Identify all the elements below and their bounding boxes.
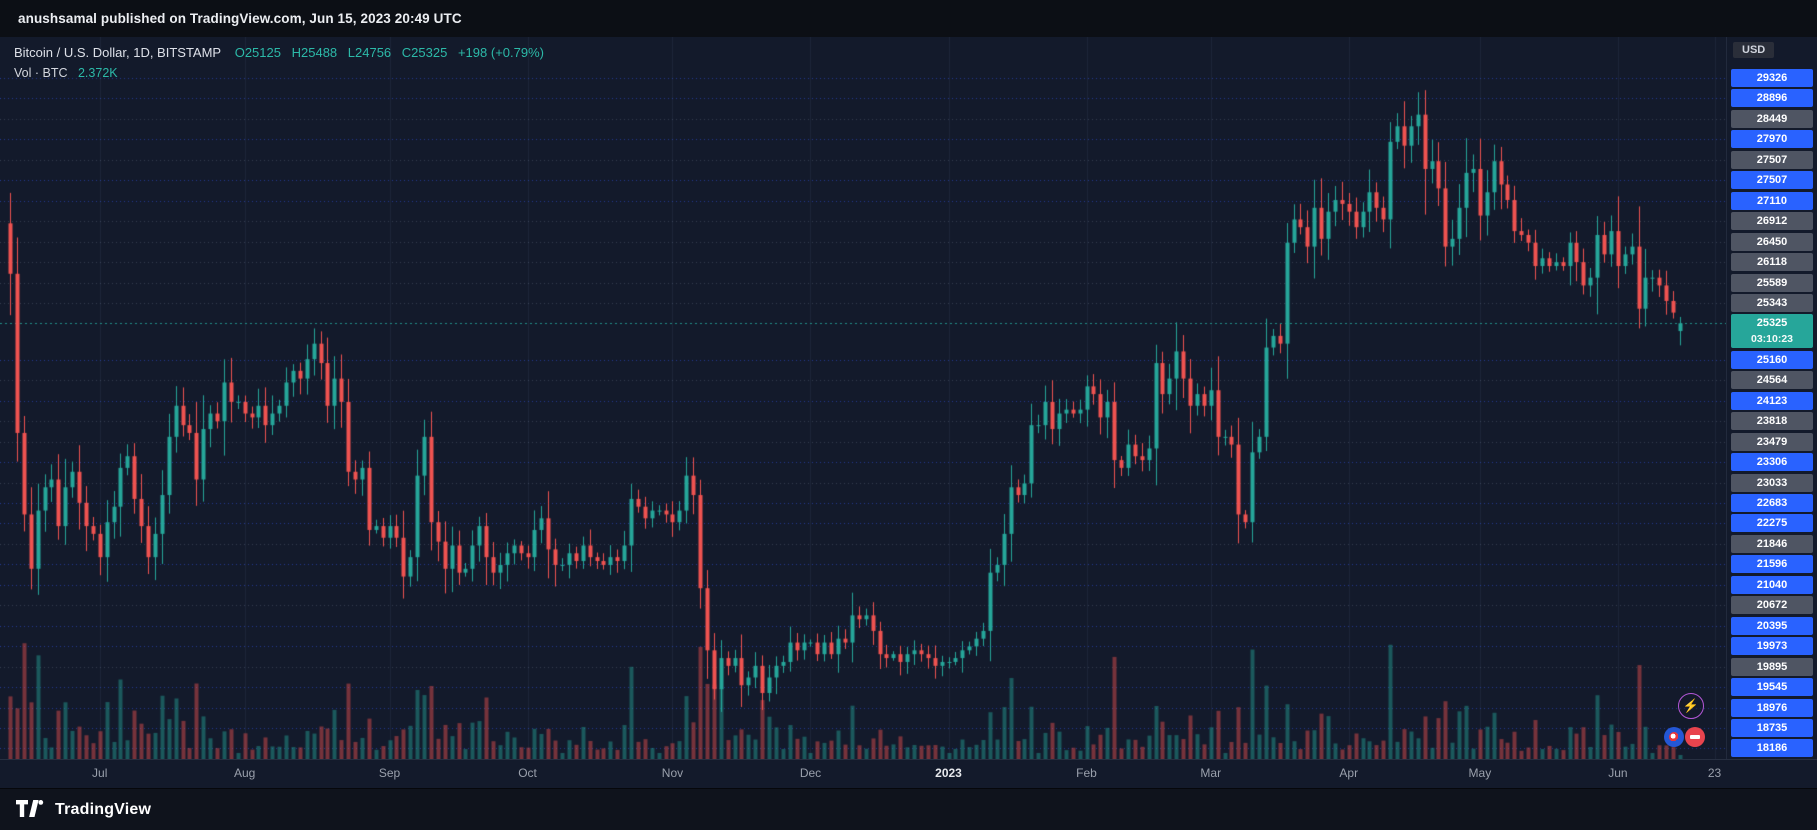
time-tick: Sep — [378, 766, 401, 780]
price-label: 25160 — [1731, 350, 1813, 369]
volume-value: 2.372K — [77, 66, 118, 80]
price-label: 23033 — [1731, 473, 1813, 492]
price-label: 18186 — [1731, 739, 1813, 758]
time-tick: 23 — [1707, 766, 1722, 780]
time-tick: Oct — [518, 766, 537, 780]
price-label: 25343 — [1731, 293, 1813, 312]
price-label: 19973 — [1731, 637, 1813, 656]
price-label: 18735 — [1731, 718, 1813, 737]
price-label: 27970 — [1731, 130, 1813, 149]
published-bar: anushsamal published on TradingView.com,… — [0, 0, 1817, 37]
ohlc-low: L24756 — [347, 45, 392, 60]
price-label: 19545 — [1731, 678, 1813, 697]
symbol-title[interactable]: Bitcoin / U.S. Dollar, 1D, BITSTAMP — [14, 45, 222, 60]
price-label: 20672 — [1731, 596, 1813, 615]
bar-countdown: 03:10:23 — [1750, 333, 1794, 346]
price-label: 22275 — [1731, 514, 1813, 533]
price-label: 22683 — [1731, 494, 1813, 512]
tradingview-wordmark[interactable]: TradingView — [55, 800, 152, 818]
price-label: 28449 — [1731, 109, 1813, 128]
time-tick: Dec — [799, 766, 822, 780]
time-tick: Jul — [92, 766, 108, 780]
price-label: 27507 — [1731, 171, 1813, 190]
time-tick: 2023 — [935, 766, 962, 780]
ohlc-open: O25125 — [234, 45, 281, 60]
chart-plot[interactable] — [0, 37, 1726, 759]
time-tick: Feb — [1076, 766, 1097, 780]
price-label: 26912 — [1731, 212, 1813, 231]
time-tick: Aug — [233, 766, 256, 780]
time-tick: May — [1468, 766, 1492, 780]
volume-label: Vol · BTC — [14, 66, 68, 80]
price-label: 23306 — [1731, 453, 1813, 472]
price-label: 28896 — [1731, 89, 1813, 108]
price-label: 19895 — [1731, 657, 1813, 676]
price-label: 27507 — [1731, 150, 1813, 169]
time-scale[interactable]: Jul Aug Sep Oct Nov Dec 2023 Feb Mar Apr May Jun 23 — [0, 759, 1817, 788]
price-label: 21040 — [1731, 575, 1813, 594]
price-scale[interactable]: USD 29326 28896 28449 27970 27507 27507 27110 2… — [1726, 37, 1817, 759]
price-label: 24564 — [1731, 371, 1813, 390]
currency-button[interactable]: USD — [1733, 42, 1775, 58]
price-label: 29326 — [1731, 69, 1813, 87]
price-label: 23818 — [1731, 412, 1813, 431]
time-tick: Apr — [1339, 766, 1359, 780]
footer: TradingView — [0, 788, 1817, 830]
time-tick: Nov — [661, 766, 684, 780]
price-label: 24123 — [1731, 391, 1813, 410]
price-label: 20395 — [1731, 616, 1813, 635]
reaction-bubble-1[interactable] — [1664, 727, 1684, 747]
publish-text: anushsamal published on TradingView.com,… — [18, 11, 462, 26]
price-label: 23479 — [1731, 432, 1813, 451]
price-label: 27110 — [1731, 191, 1813, 210]
lightning-icon: ⚡ — [1682, 698, 1700, 713]
time-tick: Jun — [1608, 766, 1628, 780]
time-tick: Mar — [1200, 766, 1222, 780]
current-price-label: 25325 03:10:23 — [1731, 314, 1813, 349]
ohlc-high: H25488 — [291, 45, 338, 60]
current-price-value: 25325 — [1756, 317, 1788, 330]
legend: Bitcoin / U.S. Dollar, 1D, BITSTAMP O251… — [14, 44, 551, 82]
reaction-bubble-2[interactable] — [1685, 727, 1705, 747]
price-label: 26118 — [1731, 253, 1813, 272]
ohlc-close: C25325 — [401, 45, 448, 60]
lightning-button[interactable]: ⚡ — [1678, 693, 1704, 719]
price-label: 18976 — [1731, 698, 1813, 717]
price-label: 25589 — [1731, 273, 1813, 292]
price-label: 21846 — [1731, 534, 1813, 553]
price-label: 21596 — [1731, 555, 1813, 574]
chart-area[interactable]: Bitcoin / U.S. Dollar, 1D, BITSTAMP O251… — [0, 37, 1726, 759]
ohlc-change: +198 (+0.79%) — [457, 45, 544, 60]
tradingview-logo[interactable] — [16, 800, 46, 819]
price-label: 26450 — [1731, 232, 1813, 251]
